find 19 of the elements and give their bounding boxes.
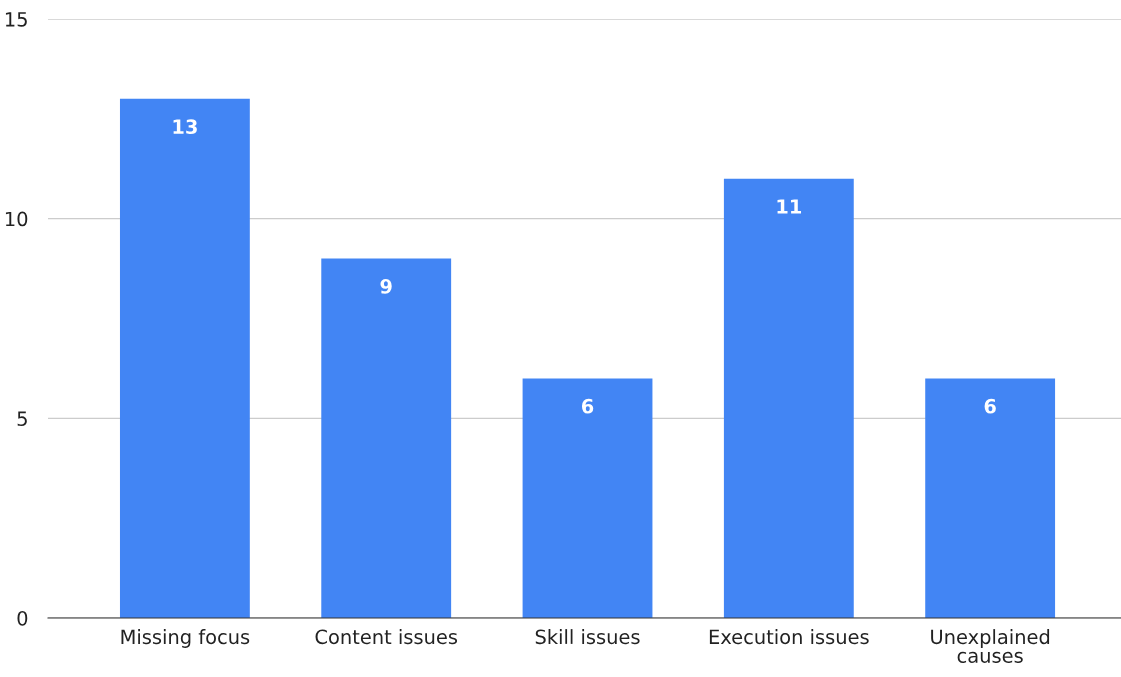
data-label: 6 <box>984 398 996 414</box>
bar <box>321 258 452 618</box>
x-tick-label: Execution issues <box>709 629 869 645</box>
bar <box>119 98 250 618</box>
bar <box>522 378 653 618</box>
x-tick-label: Content issues <box>315 629 458 645</box>
data-label: 11 <box>777 199 802 214</box>
bar <box>723 178 854 618</box>
data-label: 9 <box>380 279 392 294</box>
data-label: 13 <box>173 119 197 134</box>
data-label: 6 <box>581 398 594 414</box>
bar <box>925 378 1056 618</box>
y-tick-label: 10 <box>5 211 28 227</box>
x-tick-label: Missing focus <box>121 629 250 648</box>
x-tick-label: Unexplained causes <box>931 629 1050 663</box>
y-tick-label: 5 <box>17 411 27 426</box>
y-tick-label: 0 <box>17 610 28 626</box>
y-tick-label: 15 <box>5 12 27 27</box>
x-tick-label: Skill issues <box>535 629 640 645</box>
